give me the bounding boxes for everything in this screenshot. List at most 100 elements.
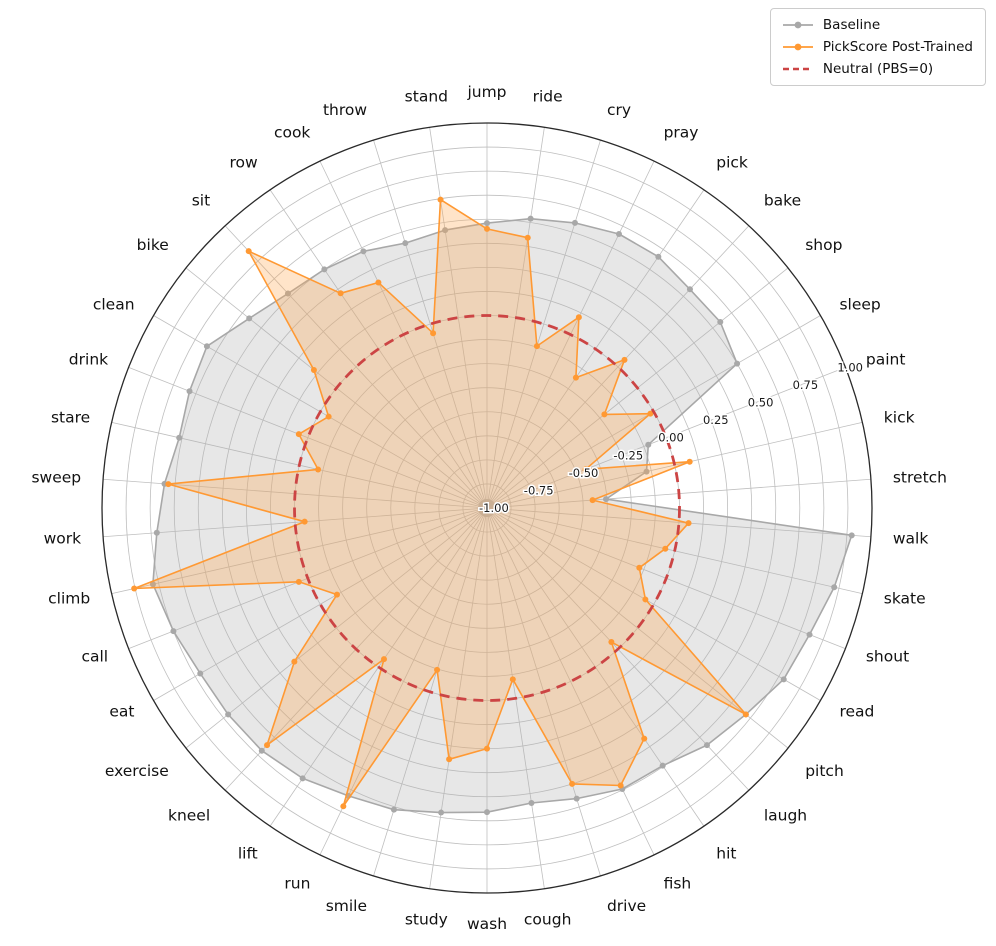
baseline-series-marker: [734, 360, 741, 367]
pickscore-series-marker: [375, 279, 382, 286]
grid-spoke: [224, 225, 488, 509]
baseline-series-marker: [573, 795, 580, 802]
legend-neutral-swatch: [782, 67, 813, 71]
category-label: lift: [238, 844, 258, 862]
grid-spoke: [486, 139, 601, 509]
legend-neutral-label: Neutral (PBS=0): [822, 61, 934, 77]
category-label: jump: [466, 83, 506, 101]
category-label: smile: [326, 897, 367, 915]
baseline-series-marker: [170, 628, 177, 635]
pickscore-series-marker: [685, 520, 692, 527]
category-label: ride: [533, 88, 563, 106]
pickscore-series-marker: [642, 596, 649, 603]
pickscore-series-marker: [430, 330, 437, 337]
category-label: laugh: [764, 806, 807, 824]
pickscore-series-marker: [484, 225, 490, 232]
category-label: stretch: [893, 469, 947, 487]
category-label: climb: [48, 590, 90, 608]
baseline-series-marker: [176, 434, 183, 441]
legend-pickscore-marker-icon: [794, 43, 802, 51]
pickscore-series-marker: [742, 711, 749, 718]
pickscore-series-marker: [524, 234, 531, 241]
pickscore-series-marker: [601, 411, 608, 418]
baseline-series-marker: [246, 315, 253, 322]
baseline-series-marker: [717, 318, 724, 325]
center-dot: [478, 499, 496, 517]
pickscore-series-marker: [325, 413, 332, 420]
category-label: wash: [467, 915, 507, 933]
baseline-series-marker: [197, 670, 204, 677]
pickscore-series-marker: [337, 290, 344, 297]
category-label: stand: [405, 88, 448, 106]
category-label: stare: [51, 408, 90, 426]
legend-item-baseline: Baseline: [781, 17, 973, 33]
baseline-series-marker: [438, 809, 445, 816]
category-label: row: [230, 154, 259, 172]
baseline-series-marker: [527, 215, 534, 222]
radial-tick-label: 0.50: [748, 396, 774, 410]
pickscore-series-marker: [333, 591, 340, 598]
pickscore-series-marker: [582, 466, 589, 473]
baseline-series-marker: [186, 388, 193, 395]
pickscore-series-marker: [636, 564, 643, 571]
pickscore-series-marker: [533, 343, 540, 350]
neutral-circle: [293, 314, 681, 702]
category-label: cough: [524, 910, 572, 928]
category-label: eat: [109, 703, 134, 721]
category-label: run: [284, 875, 310, 893]
grid-spoke: [486, 507, 655, 856]
category-label: shop: [805, 236, 842, 254]
category-label: clean: [93, 296, 135, 314]
pickscore-series-marker: [165, 481, 172, 488]
category-label: pray: [664, 123, 699, 141]
category-label: read: [839, 703, 874, 721]
legend-pickscore-label: PickScore Post-Trained: [822, 39, 973, 55]
category-label: study: [405, 910, 448, 928]
baseline-series-marker: [659, 762, 666, 769]
pickscore-series-marker: [437, 196, 444, 203]
radial-tick-label: -0.50: [569, 466, 599, 480]
pickscore-series-marker: [572, 374, 579, 381]
pickscore-series-marker: [621, 356, 628, 363]
pickscore-series-marker: [310, 366, 317, 373]
legend: Baseline PickScore Post-Trained Neutral …: [769, 8, 986, 86]
category-label: hit: [716, 844, 736, 862]
baseline-series-marker: [645, 441, 652, 448]
legend-baseline-label: Baseline: [822, 17, 881, 33]
pickscore-series-marker: [301, 518, 308, 525]
category-label: work: [44, 529, 82, 547]
baseline-series-marker: [686, 286, 693, 293]
category-label: call: [81, 648, 108, 666]
pickscore-series-marker: [380, 656, 387, 663]
pickscore-series-marker: [340, 803, 347, 810]
category-label: skate: [884, 590, 926, 608]
pickscore-series-marker: [446, 756, 453, 763]
grid-spoke: [103, 507, 488, 538]
baseline-series-marker: [831, 584, 838, 591]
category-label: throw: [323, 101, 367, 119]
category-label: pitch: [805, 762, 844, 780]
pickscore-series-marker: [608, 639, 615, 646]
grid-spoke: [486, 507, 789, 749]
baseline-series-marker: [258, 747, 265, 754]
category-label: bike: [137, 236, 169, 254]
baseline-series-marker: [655, 253, 662, 260]
baseline-series-marker: [571, 219, 578, 226]
category-label: kneel: [168, 806, 210, 824]
category-label: fish: [664, 875, 692, 893]
category-label: shout: [866, 648, 909, 666]
pickscore-series-marker: [575, 314, 582, 321]
category-label: drink: [69, 350, 108, 368]
pickscore-series-marker: [295, 431, 302, 438]
radial-tick-label: 0.00: [658, 431, 684, 445]
radial-tick-label: -0.75: [524, 483, 554, 497]
pickscore-series-marker: [617, 782, 624, 789]
radial-tick-label: -1.00: [479, 501, 509, 515]
grid-spoke: [486, 225, 750, 509]
baseline-series-marker: [153, 529, 160, 536]
baseline-series-marker: [299, 775, 306, 782]
category-label: pick: [716, 154, 748, 172]
grid-spoke: [429, 127, 488, 509]
pickscore-series-marker: [295, 578, 302, 585]
